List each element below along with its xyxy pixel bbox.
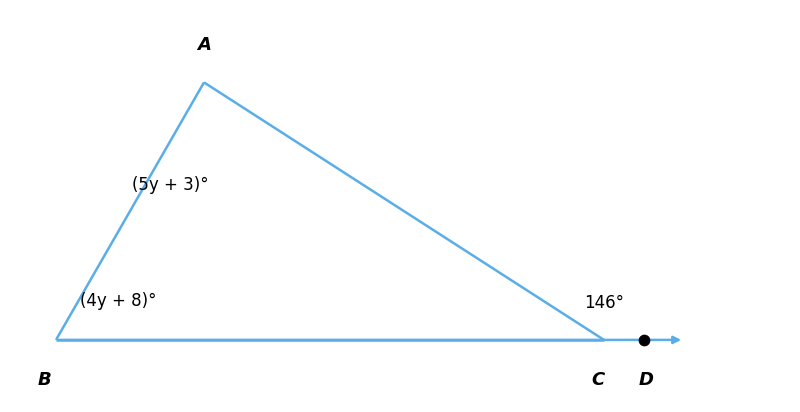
Point: [638, 337, 650, 343]
Text: A: A: [197, 35, 211, 54]
Text: (4y + 8)°: (4y + 8)°: [80, 292, 157, 310]
Text: (5y + 3)°: (5y + 3)°: [132, 176, 209, 194]
Text: B: B: [37, 371, 51, 389]
Text: C: C: [592, 371, 605, 389]
Text: D: D: [639, 371, 654, 389]
Text: 146°: 146°: [584, 294, 624, 312]
